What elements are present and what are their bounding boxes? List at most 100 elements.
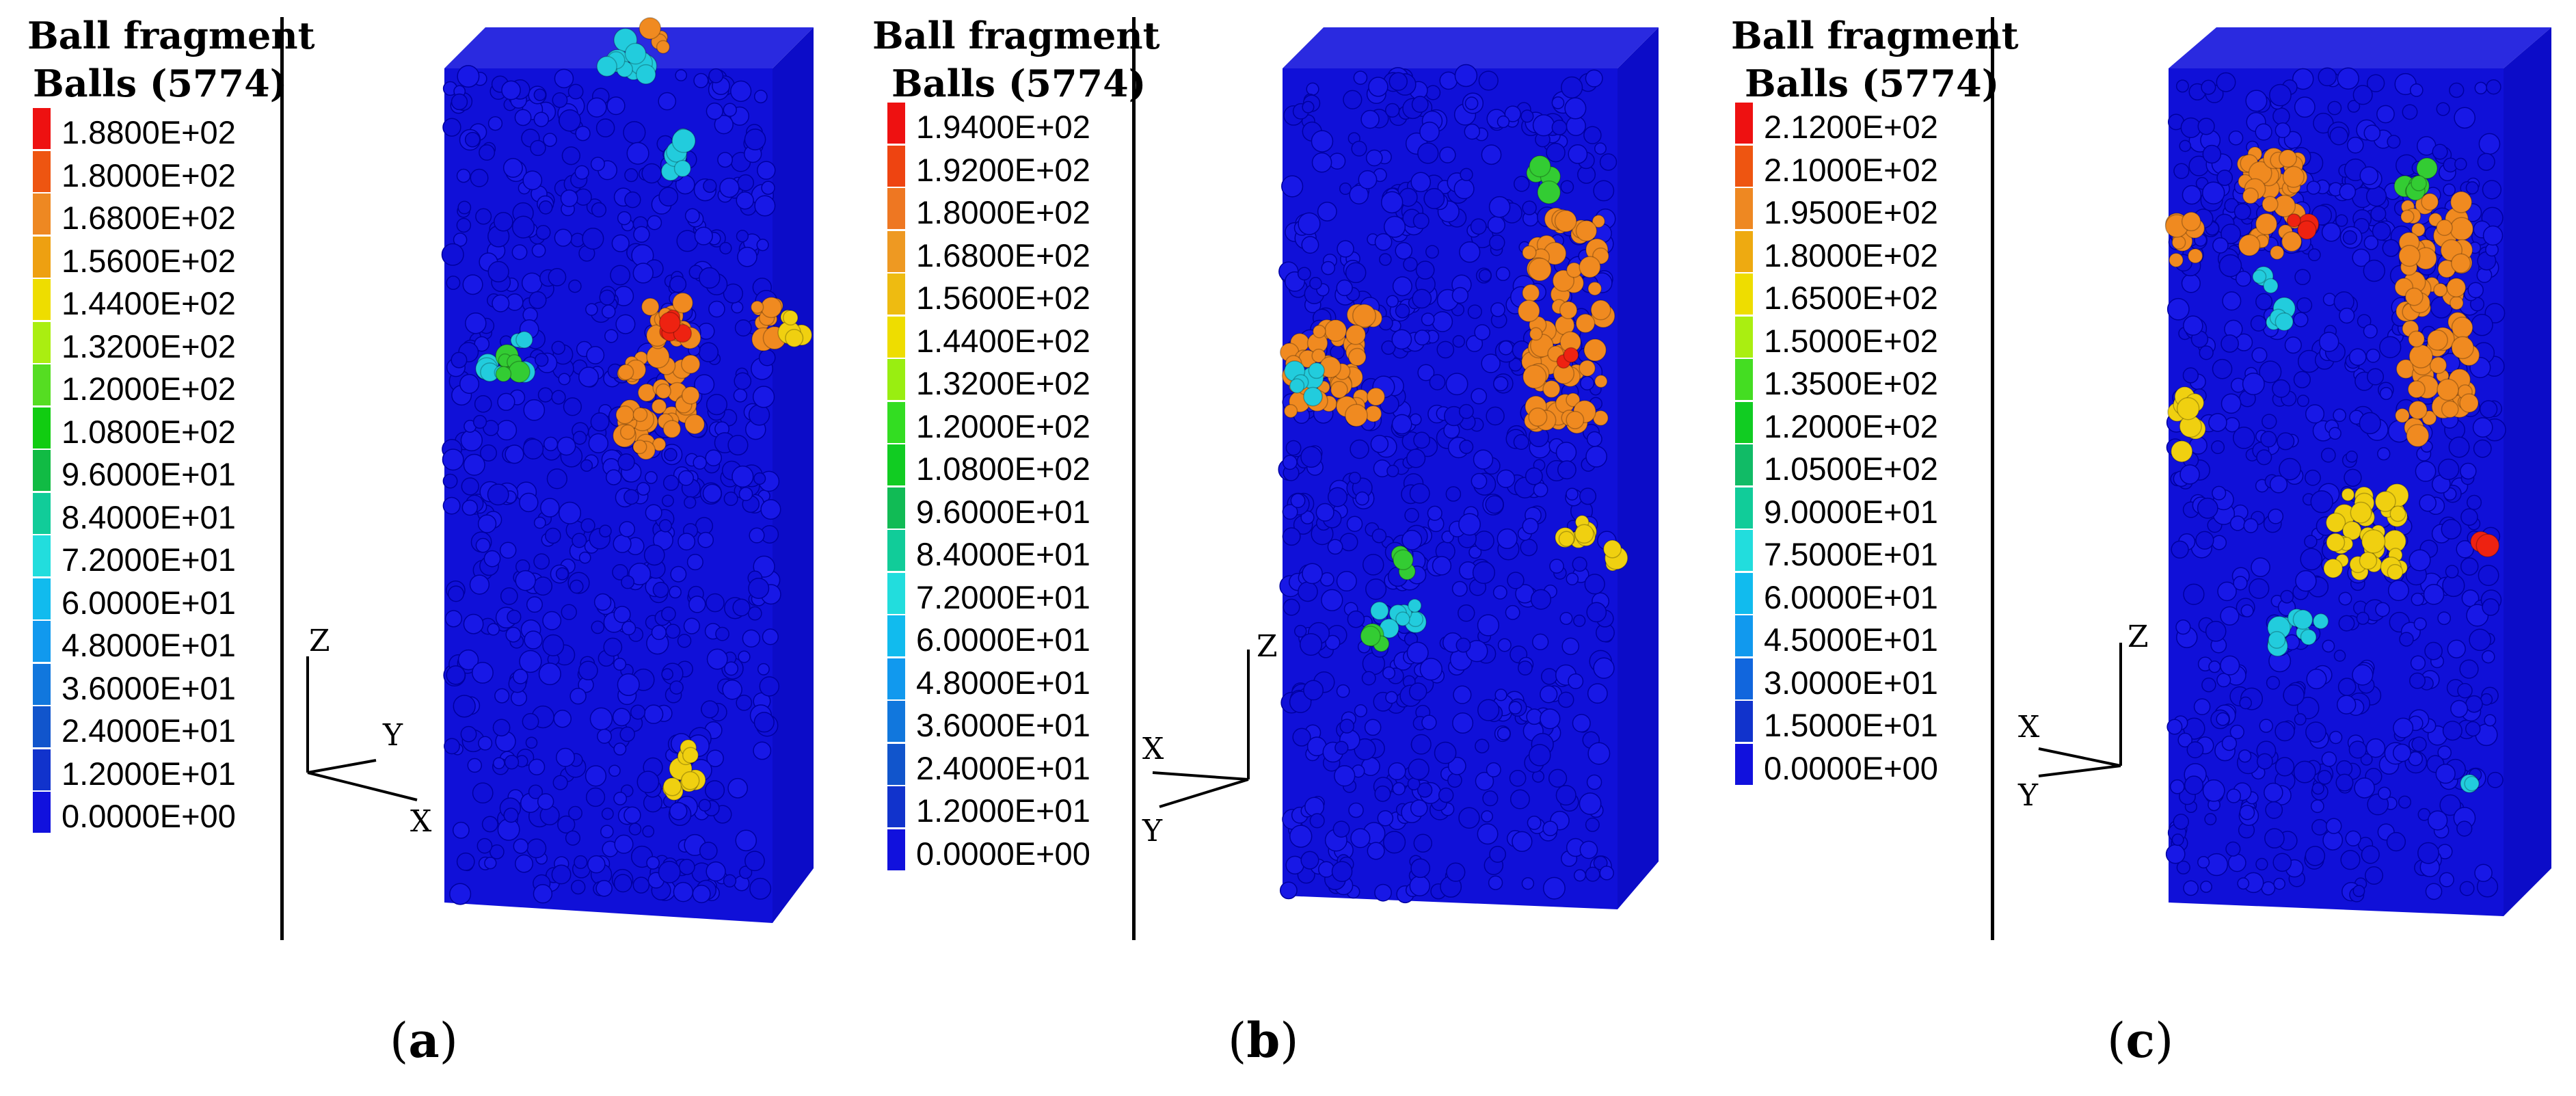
ball (1334, 765, 1356, 787)
ball (1513, 433, 1529, 451)
ball (1282, 455, 1298, 470)
ball (1301, 236, 1319, 254)
ball (706, 749, 724, 767)
ball (604, 329, 619, 343)
ball (1579, 487, 1597, 505)
fragment-clusters (1279, 155, 1628, 652)
ball (2262, 414, 2277, 429)
ball (636, 771, 660, 794)
ball (2378, 786, 2391, 800)
ball (2295, 570, 2317, 592)
legend-tick-label: 3.6000E+01 (62, 669, 236, 706)
ball (675, 69, 688, 81)
ball (1374, 883, 1392, 902)
ball (1561, 637, 1580, 656)
ball (610, 265, 631, 286)
ball (2386, 831, 2406, 852)
legend-tick-label: 8.4000E+01 (916, 536, 1090, 572)
fragment-ball (680, 771, 700, 790)
legend-swatch (33, 193, 51, 235)
ball (2211, 535, 2227, 550)
fragment-ball (2429, 356, 2447, 375)
ball (1473, 449, 1494, 470)
ball (2275, 721, 2295, 742)
ball (1482, 790, 1499, 807)
ball (1560, 180, 1574, 194)
fragment-ball (760, 296, 782, 319)
ball (2239, 696, 2252, 710)
legend-tick-label: 1.2000E+01 (62, 755, 236, 792)
ball (753, 712, 775, 733)
ball (2202, 779, 2225, 802)
ball (1555, 785, 1577, 806)
ball (553, 709, 572, 728)
ball (2173, 814, 2190, 830)
ball (613, 606, 631, 624)
ball (2221, 224, 2241, 244)
ball (1497, 638, 1512, 652)
ball (1285, 440, 1302, 456)
ball (1365, 578, 1387, 600)
ball (705, 449, 723, 467)
ball (1432, 556, 1452, 576)
ball (2279, 457, 2301, 481)
ball (540, 498, 560, 518)
ball (2363, 259, 2386, 282)
ball (1561, 76, 1583, 99)
fragment-ball (1587, 281, 1602, 296)
ball (702, 483, 722, 503)
legend-swatch (887, 658, 905, 699)
ball (487, 116, 503, 131)
ball (525, 736, 538, 749)
ball (2409, 549, 2431, 572)
ball (1468, 546, 1482, 559)
axis-label-z: Z (309, 624, 330, 658)
ball (1408, 758, 1430, 780)
ball (2181, 273, 2201, 293)
legend-entry: 1.8000E+02 (1735, 230, 2009, 272)
legend-tick-label: 1.6500E+02 (1764, 280, 1938, 316)
ball (452, 821, 470, 839)
legend-tick-label: 7.2000E+01 (916, 578, 1090, 615)
ball (1566, 116, 1586, 136)
ball (593, 593, 612, 611)
legend-swatch (33, 236, 51, 278)
axis-triad-a: Z Y X (306, 624, 432, 839)
specimen-body (444, 27, 814, 923)
legend-entry: 0.0000E+00 (1735, 743, 2009, 786)
ball (1522, 200, 1537, 215)
ball (677, 470, 695, 486)
legend-title-line2: Balls (5774) (891, 62, 1146, 105)
fragment-ball (1583, 338, 1607, 362)
ball (2322, 639, 2335, 653)
ball (2399, 632, 2414, 647)
ball (706, 861, 726, 882)
legend-tick-label: 0.0000E+00 (1764, 749, 1938, 786)
ball (457, 65, 480, 88)
ball (688, 596, 706, 613)
ball (2425, 883, 2443, 900)
fragment-ball (2281, 231, 2303, 252)
ball (2471, 313, 2493, 336)
ball (489, 844, 505, 859)
ball (694, 226, 713, 245)
ball (2197, 497, 2218, 519)
ball (514, 854, 533, 873)
legend-entry: 1.2000E+01 (33, 749, 306, 790)
ball (2179, 139, 2192, 152)
ball (1486, 762, 1501, 777)
ball (548, 267, 567, 286)
ball (2363, 124, 2381, 142)
ball (2264, 828, 2285, 848)
ball (1549, 559, 1564, 574)
ball (1370, 434, 1389, 453)
ball (2264, 782, 2283, 803)
ball (1415, 260, 1435, 280)
ball (1585, 817, 1600, 832)
legend-tick-label: 1.5600E+02 (916, 280, 1090, 316)
ball (585, 765, 607, 787)
ball (595, 880, 613, 897)
axis-label-x: X (410, 804, 432, 839)
ball (1585, 69, 1603, 88)
ball (1299, 632, 1323, 656)
